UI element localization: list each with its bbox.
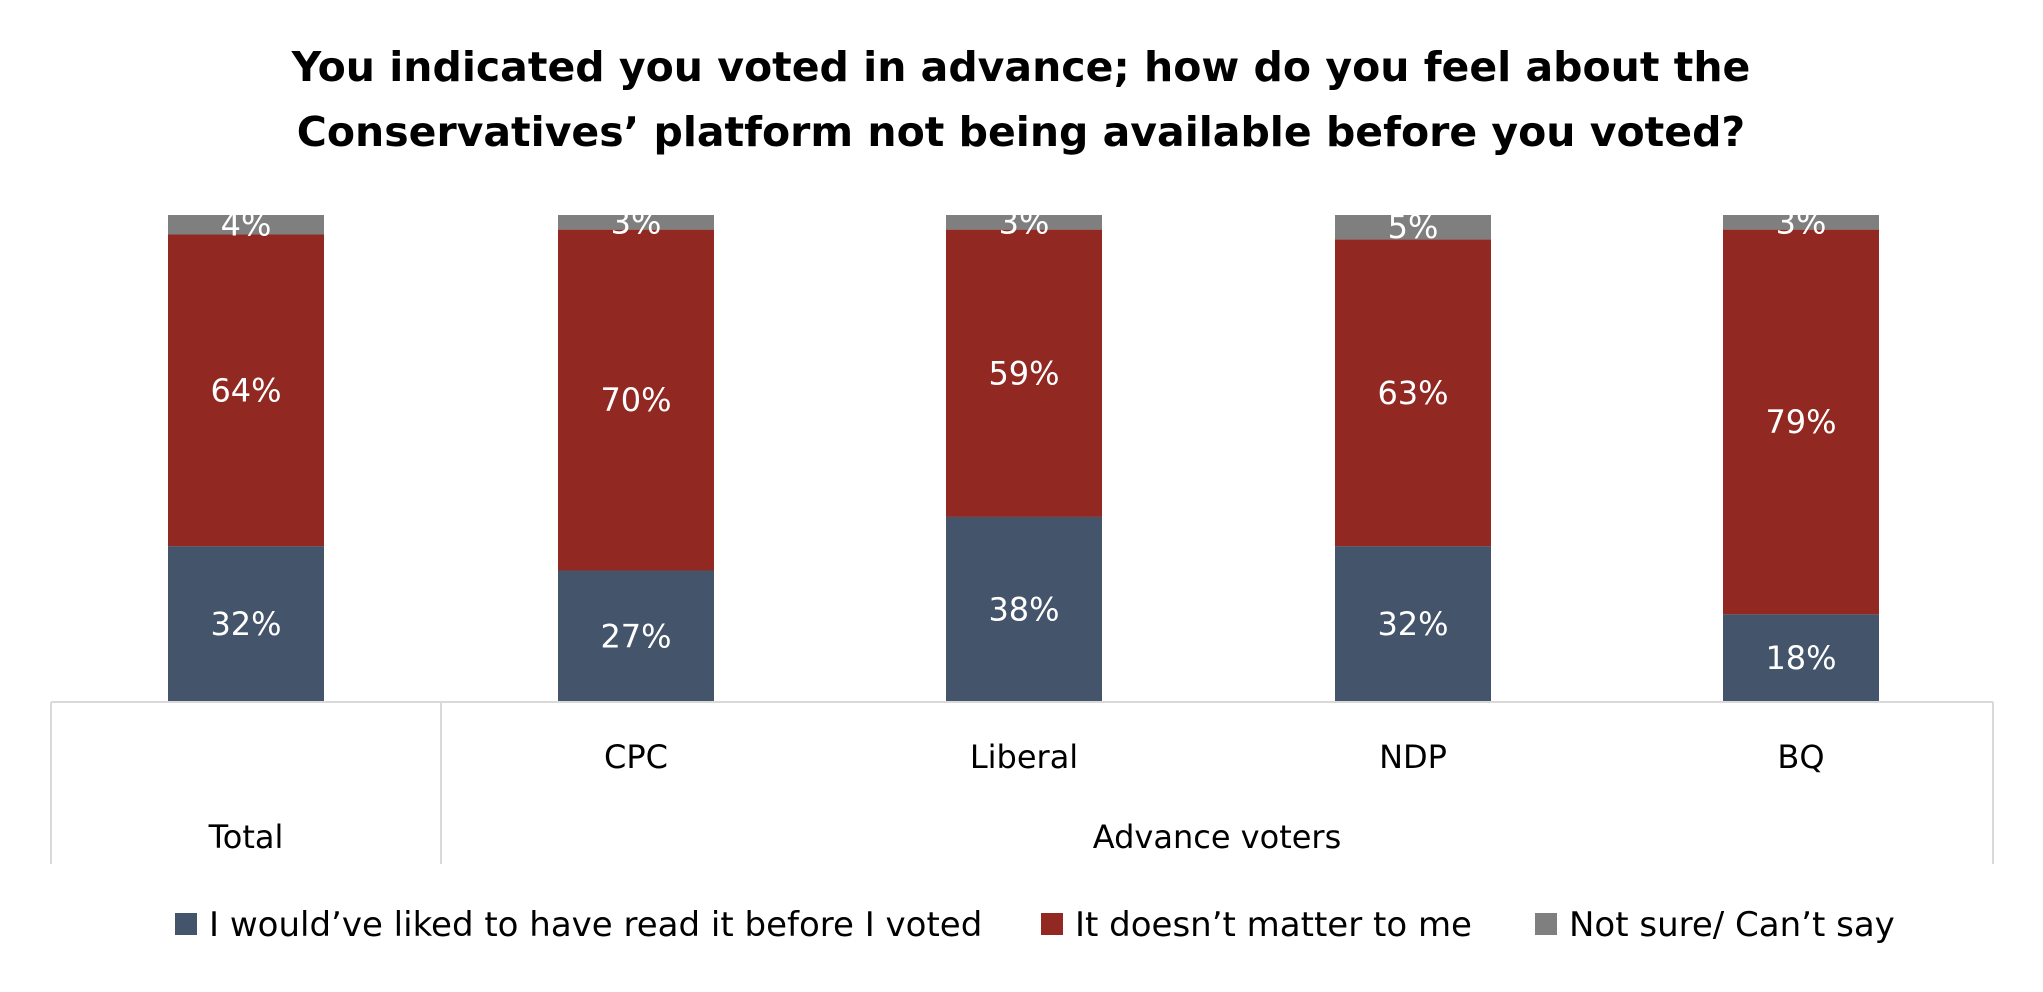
data-label-cpc-does-not-matter: 70%: [600, 381, 671, 419]
bar-total-does-not-matter: [168, 234, 324, 547]
bar-liberal-read-before-voting: [946, 516, 1102, 702]
bar-bq-not-sure: [1723, 215, 1879, 230]
data-label-bq-does-not-matter: 79%: [1765, 403, 1836, 441]
data-label-cpc-read-before-voting: 27%: [600, 617, 671, 655]
data-label-bq-read-before-voting: 18%: [1765, 639, 1836, 677]
bar-cpc-does-not-matter: [558, 229, 714, 571]
data-label-total-not-sure: 4%: [221, 206, 272, 244]
bar-bq-read-before-voting: [1723, 614, 1879, 702]
data-label-liberal-read-before-voting: 38%: [988, 590, 1059, 628]
legend-swatch-not-sure: [1535, 913, 1557, 935]
legend-swatch-read-before-voting: [175, 913, 197, 935]
bar-cpc-not-sure: [558, 215, 714, 230]
data-label-liberal-not-sure: 3%: [999, 203, 1050, 241]
bar-cpc-read-before-voting: [558, 570, 714, 702]
data-label-total-does-not-matter: 64%: [210, 371, 281, 409]
chart-title-line-1: You indicated you voted in advance; how …: [291, 43, 1751, 91]
group-label-total: Total: [208, 818, 284, 856]
bar-liberal-not-sure: [946, 215, 1102, 230]
data-label-total-read-before-voting: 32%: [210, 605, 281, 643]
chart-title-line-2: Conservatives’ platform not being availa…: [297, 108, 1745, 156]
chart-title: You indicated you voted in advance; how …: [291, 43, 1751, 156]
legend: I would’ve liked to have read it before …: [175, 905, 1895, 945]
category-axis: CPC Liberal NDP BQ Total Advance voters: [50, 701, 1994, 864]
data-label-cpc-not-sure: 3%: [611, 203, 662, 241]
bar-ndp-does-not-matter: [1335, 239, 1491, 547]
bar-ndp-not-sure: [1335, 215, 1491, 240]
data-label-bq-not-sure: 3%: [1776, 203, 1827, 241]
category-label-ndp: NDP: [1379, 738, 1447, 776]
bar-liberal-does-not-matter: [946, 229, 1102, 517]
data-label-ndp-read-before-voting: 32%: [1377, 605, 1448, 643]
category-label-cpc: CPC: [604, 738, 668, 776]
data-label-ndp-not-sure: 5%: [1388, 208, 1439, 246]
legend-label-does-not-matter: It doesn’t matter to me: [1075, 905, 1472, 945]
bar-ndp-read-before-voting: [1335, 546, 1491, 702]
bar-bq-does-not-matter: [1723, 229, 1879, 615]
data-label-liberal-does-not-matter: 59%: [988, 354, 1059, 392]
plot-area: 32% 64% 4% 27% 70% 3% 38% 59% 3% 32% 63% 5% 18% 79% 3%: [168, 203, 1879, 702]
bar-total-not-sure: [168, 215, 324, 235]
category-label-bq: BQ: [1777, 738, 1824, 776]
bar-total-read-before-voting: [168, 546, 324, 702]
category-label-liberal: Liberal: [970, 738, 1078, 776]
group-label-advance-voters: Advance voters: [1093, 818, 1342, 856]
legend-label-not-sure: Not sure/ Can’t say: [1569, 905, 1895, 945]
legend-label-read-before-voting: I would’ve liked to have read it before …: [209, 905, 982, 945]
data-label-ndp-does-not-matter: 63%: [1377, 374, 1448, 412]
legend-swatch-does-not-matter: [1041, 913, 1063, 935]
